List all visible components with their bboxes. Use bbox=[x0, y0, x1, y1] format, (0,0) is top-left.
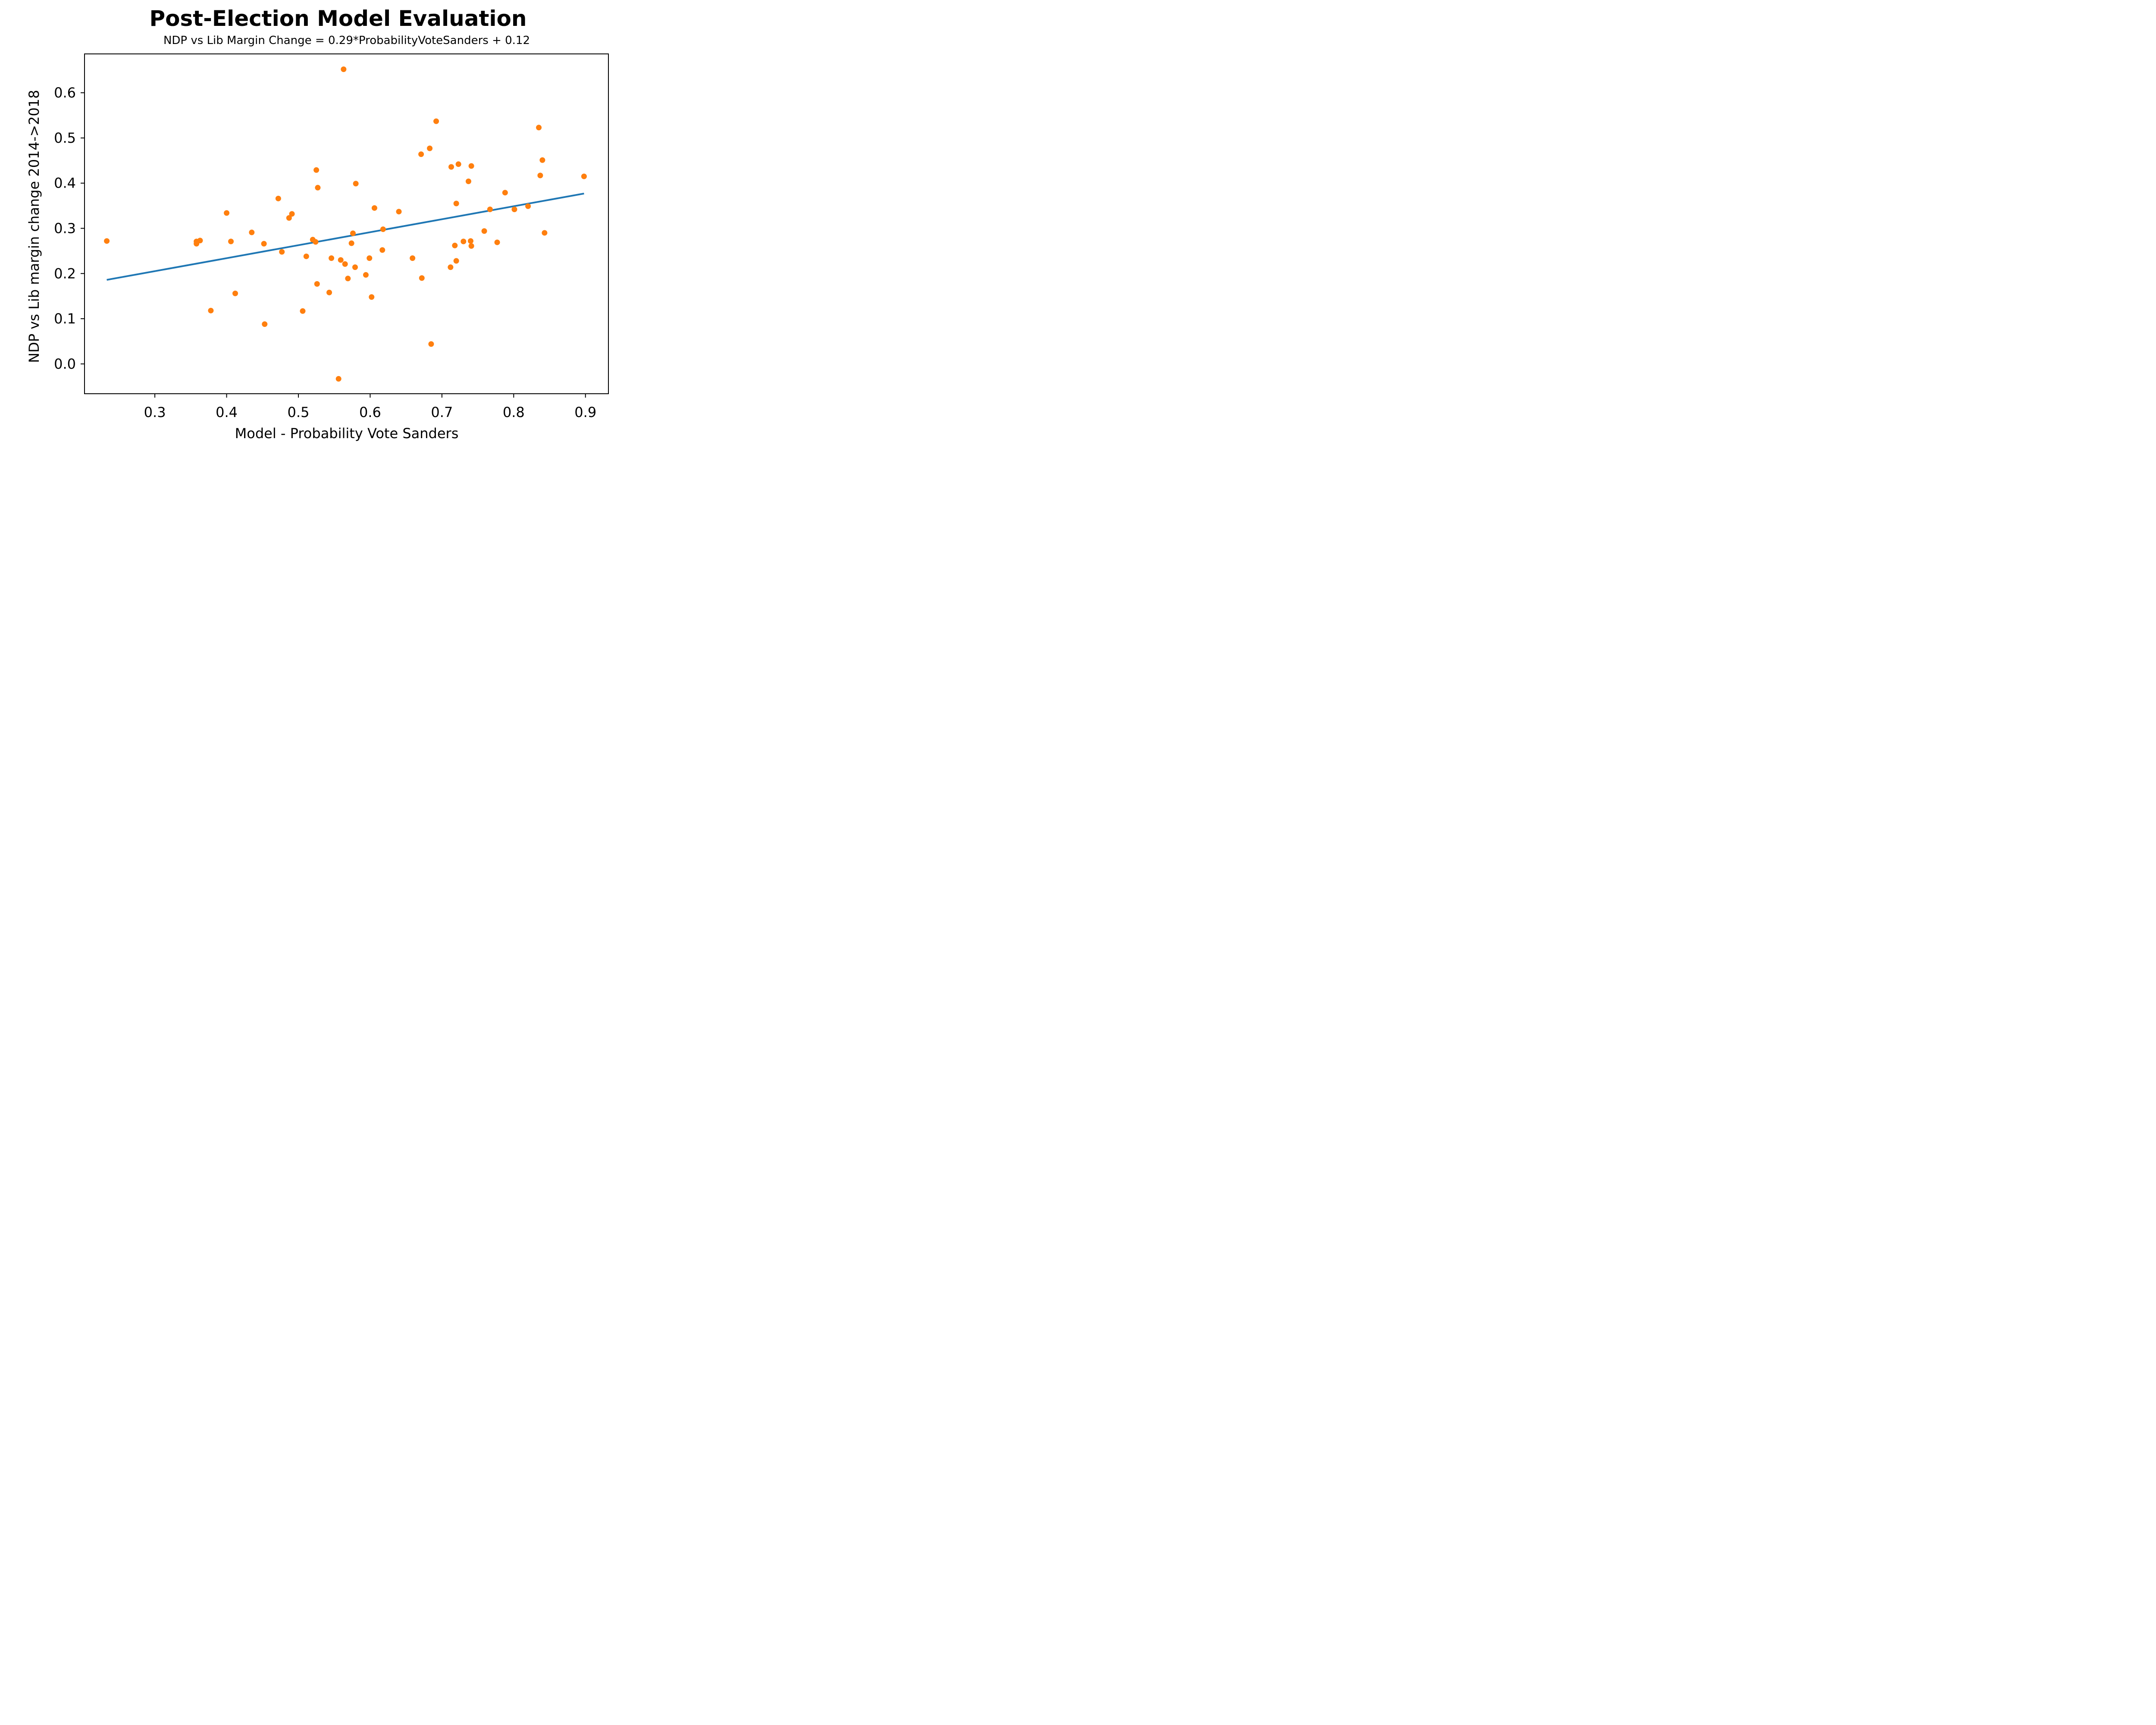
data-point bbox=[289, 211, 295, 217]
data-point bbox=[453, 201, 459, 207]
x-tick-label: 0.8 bbox=[503, 404, 525, 420]
y-tick-label: 0.3 bbox=[54, 220, 76, 236]
data-point bbox=[487, 206, 493, 212]
data-point bbox=[419, 275, 425, 281]
x-tick-label: 0.5 bbox=[288, 404, 310, 420]
data-point bbox=[453, 258, 459, 264]
chart-title: Post-Election Model Evaluation bbox=[150, 6, 527, 31]
data-point bbox=[335, 376, 342, 382]
x-tick-label: 0.7 bbox=[431, 404, 453, 420]
data-point bbox=[315, 185, 321, 191]
data-point bbox=[350, 230, 356, 236]
x-axis-ticks: 0.3 0.4 0.5 0.6 0.7 0.8 0.9 bbox=[144, 394, 596, 420]
x-tick-label: 0.9 bbox=[574, 404, 596, 420]
data-point bbox=[461, 238, 467, 245]
data-point bbox=[197, 238, 203, 244]
data-point bbox=[536, 125, 542, 131]
y-tick-label: 0.1 bbox=[54, 310, 76, 327]
data-point bbox=[224, 210, 230, 216]
data-point bbox=[345, 276, 351, 282]
data-point bbox=[303, 253, 309, 259]
data-point bbox=[467, 238, 473, 244]
data-point bbox=[194, 241, 200, 247]
data-point bbox=[380, 226, 386, 232]
data-point bbox=[581, 173, 587, 179]
data-point bbox=[410, 255, 416, 261]
data-point bbox=[286, 215, 292, 221]
data-point bbox=[313, 239, 319, 245]
data-point bbox=[300, 308, 306, 314]
data-point bbox=[314, 281, 320, 287]
y-axis-label: NDP vs Lib margin change 2014->2018 bbox=[26, 90, 42, 363]
data-point bbox=[433, 118, 439, 124]
data-point bbox=[525, 203, 531, 209]
data-point bbox=[539, 157, 545, 163]
data-point bbox=[338, 257, 344, 263]
x-tick-label: 0.3 bbox=[144, 404, 166, 420]
data-point bbox=[369, 294, 375, 300]
data-point bbox=[537, 172, 543, 179]
data-point bbox=[261, 241, 267, 247]
y-tick-label: 0.2 bbox=[54, 265, 76, 282]
regression-line bbox=[107, 192, 584, 281]
data-point bbox=[329, 255, 335, 261]
data-point bbox=[363, 272, 369, 278]
data-point bbox=[208, 307, 214, 314]
data-point bbox=[465, 179, 471, 184]
data-point bbox=[228, 238, 234, 245]
data-point bbox=[367, 255, 373, 261]
data-point bbox=[262, 321, 268, 327]
scatter-chart: Post-Election Model Evaluation NDP vs Li… bbox=[26, 6, 609, 442]
data-point bbox=[348, 240, 354, 246]
y-tick-label: 0.5 bbox=[54, 130, 76, 146]
y-tick-label: 0.4 bbox=[54, 175, 76, 191]
data-point bbox=[542, 230, 548, 236]
x-tick-label: 0.6 bbox=[359, 404, 381, 420]
plot-content bbox=[104, 66, 587, 382]
data-point bbox=[452, 242, 458, 248]
data-point bbox=[428, 341, 434, 347]
chart-subtitle: NDP vs Lib Margin Change = 0.29*Probabil… bbox=[163, 34, 530, 47]
data-point bbox=[326, 289, 332, 295]
y-axis-ticks: 0.0 0.1 0.2 0.3 0.4 0.5 0.6 bbox=[54, 85, 85, 372]
data-point bbox=[342, 261, 348, 267]
data-point bbox=[232, 290, 238, 296]
y-tick-label: 0.6 bbox=[54, 85, 76, 101]
data-point bbox=[313, 167, 320, 173]
data-point bbox=[341, 66, 347, 72]
data-point bbox=[279, 249, 285, 255]
x-axis-label: Model - Probability Vote Sanders bbox=[235, 425, 459, 442]
data-point bbox=[468, 163, 474, 169]
data-point bbox=[427, 145, 433, 151]
y-tick-label: 0.0 bbox=[54, 356, 76, 372]
data-point bbox=[511, 206, 517, 212]
plot-area-frame bbox=[84, 53, 609, 394]
data-point bbox=[352, 264, 358, 270]
data-point bbox=[104, 238, 110, 244]
data-point bbox=[448, 164, 454, 170]
data-point bbox=[371, 205, 377, 211]
data-point bbox=[481, 228, 487, 234]
data-point bbox=[249, 229, 255, 235]
data-point bbox=[455, 161, 461, 167]
data-point bbox=[379, 247, 385, 253]
data-point bbox=[353, 181, 359, 187]
data-point bbox=[396, 209, 402, 215]
data-point bbox=[494, 239, 500, 245]
data-point bbox=[275, 195, 281, 201]
data-point bbox=[448, 264, 454, 270]
data-point bbox=[418, 151, 424, 157]
data-point bbox=[502, 190, 508, 196]
x-tick-label: 0.4 bbox=[216, 404, 238, 420]
data-point bbox=[468, 243, 474, 249]
